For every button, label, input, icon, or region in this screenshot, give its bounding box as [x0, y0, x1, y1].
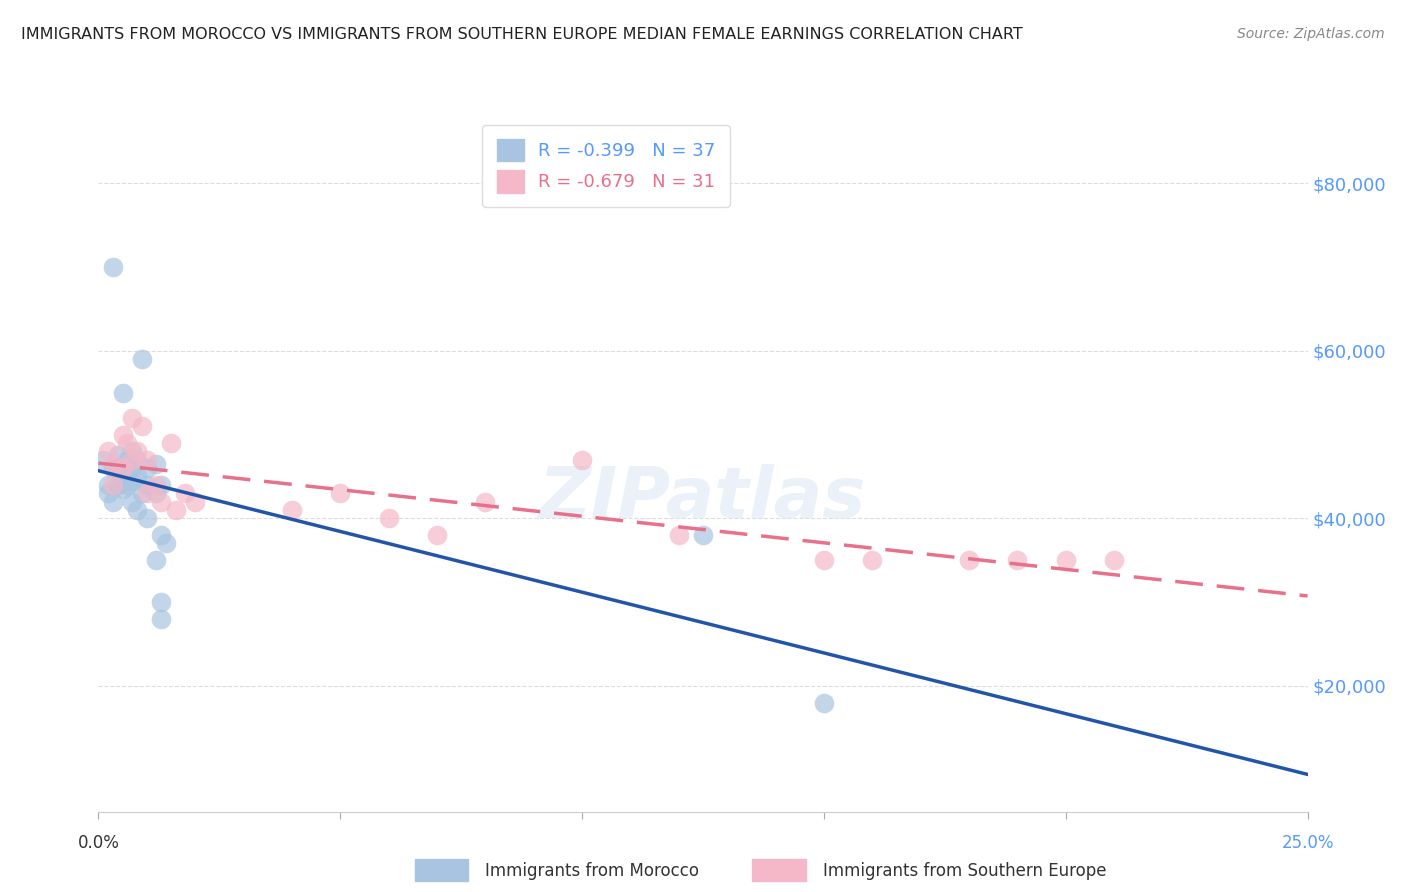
Point: [150, 528, 173, 542]
Point: [127, 444, 149, 458]
Point: [1102, 553, 1125, 567]
Point: [1054, 553, 1077, 567]
Point: [150, 477, 173, 491]
Point: [111, 427, 134, 442]
Point: [426, 528, 449, 542]
Point: [135, 486, 157, 500]
Point: [111, 461, 134, 475]
Point: [101, 494, 124, 508]
Point: [150, 612, 173, 626]
Point: [135, 511, 157, 525]
Text: ZIPatlas: ZIPatlas: [540, 464, 866, 533]
Point: [160, 436, 183, 450]
Point: [101, 461, 124, 475]
Point: [111, 469, 134, 483]
Point: [127, 503, 149, 517]
Point: [131, 352, 153, 367]
Point: [101, 260, 124, 274]
Point: [127, 469, 149, 483]
Point: [957, 553, 980, 567]
Point: [377, 511, 399, 525]
Point: [165, 503, 187, 517]
Point: [97, 444, 120, 458]
Point: [668, 528, 690, 542]
Point: [117, 452, 139, 467]
Point: [121, 461, 143, 475]
Point: [97, 477, 120, 491]
Point: [127, 452, 149, 467]
Point: [121, 452, 143, 467]
Point: [101, 477, 124, 491]
Point: [571, 452, 593, 467]
Point: [474, 494, 496, 508]
Point: [135, 477, 157, 491]
Point: [813, 553, 835, 567]
Point: [145, 486, 167, 500]
Point: [150, 595, 173, 609]
Point: [145, 477, 167, 491]
Text: Immigrants from Southern Europe: Immigrants from Southern Europe: [823, 862, 1107, 880]
Point: [860, 553, 883, 567]
Point: [184, 494, 207, 508]
Point: [111, 385, 134, 400]
Point: [91, 452, 114, 467]
Point: [121, 474, 143, 488]
Point: [329, 486, 352, 500]
Point: [145, 457, 167, 471]
Point: [135, 461, 157, 475]
Point: [107, 461, 129, 475]
Point: [135, 452, 157, 467]
Text: 25.0%: 25.0%: [1281, 834, 1334, 852]
Point: [97, 486, 120, 500]
Point: [155, 536, 177, 550]
Point: [117, 436, 139, 450]
Point: [111, 482, 134, 496]
Point: [121, 410, 143, 425]
Legend: R = -0.399   N = 37, R = -0.679   N = 31: R = -0.399 N = 37, R = -0.679 N = 31: [482, 125, 730, 207]
Point: [117, 465, 139, 479]
Point: [692, 528, 714, 542]
Point: [121, 494, 143, 508]
Point: [107, 477, 129, 491]
Point: [117, 477, 139, 491]
Text: IMMIGRANTS FROM MOROCCO VS IMMIGRANTS FROM SOUTHERN EUROPE MEDIAN FEMALE EARNING: IMMIGRANTS FROM MOROCCO VS IMMIGRANTS FR…: [21, 27, 1022, 42]
Point: [150, 494, 173, 508]
Point: [107, 449, 129, 463]
Point: [145, 553, 167, 567]
Point: [1007, 553, 1029, 567]
Point: [131, 419, 153, 434]
Point: [813, 696, 835, 710]
Text: 0.0%: 0.0%: [77, 834, 120, 852]
Text: Source: ZipAtlas.com: Source: ZipAtlas.com: [1237, 27, 1385, 41]
Text: Immigrants from Morocco: Immigrants from Morocco: [485, 862, 699, 880]
Point: [174, 486, 197, 500]
Point: [101, 457, 124, 471]
Point: [281, 503, 304, 517]
Point: [131, 486, 153, 500]
Point: [121, 444, 143, 458]
